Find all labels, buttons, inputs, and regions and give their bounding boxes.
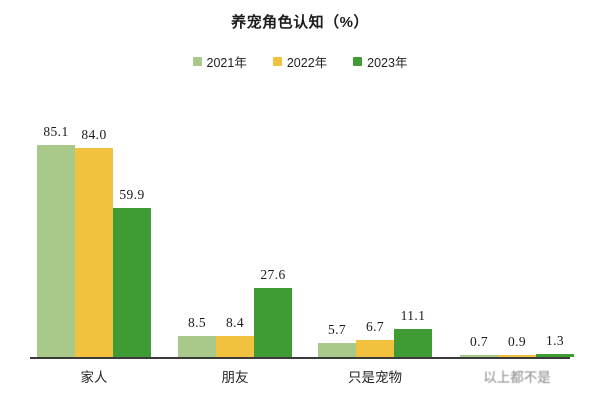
- bar-2-0: [318, 342, 356, 357]
- x-axis-category-label: 家人: [80, 370, 108, 385]
- bar-value-label: 6.7: [365, 319, 385, 335]
- bar-0-1: [75, 147, 113, 357]
- legend-swatch-icon: [353, 57, 363, 66]
- bar-3-1: [498, 354, 536, 357]
- bar-value-label: 5.7: [327, 321, 347, 337]
- legend-item-2021[interactable]: 2021年: [192, 52, 247, 71]
- bar-1-1: [216, 336, 254, 357]
- bar-0-2: [113, 207, 151, 357]
- legend-label: 2022年: [286, 56, 328, 70]
- legend-swatch-icon: [272, 57, 282, 66]
- legend-item-2022[interactable]: 2022年: [272, 52, 328, 71]
- legend-item-2023[interactable]: 2023年: [353, 52, 407, 71]
- legend-label: 2021年: [206, 56, 247, 70]
- bar-1-2: [254, 288, 292, 357]
- bar-value-label: 1.3: [545, 332, 565, 348]
- bar-0-0: [37, 145, 75, 357]
- bar-value-label: 27.6: [260, 267, 286, 283]
- bar-value-label: 85.1: [43, 124, 69, 139]
- bar-1-0: [178, 335, 216, 357]
- bar-value-label: 0.9: [507, 333, 527, 349]
- bar-value-label: 59.9: [119, 186, 145, 202]
- x-axis-category-label: 朋友: [221, 370, 249, 385]
- x-axis-category-label: 以上都不是: [483, 370, 551, 385]
- bar-2-1: [356, 340, 394, 357]
- bar-3-0: [460, 355, 498, 357]
- bar-2-2: [394, 329, 432, 357]
- bar-value-label: 11.1: [400, 308, 426, 324]
- chart-title: 养宠角色认知（%）: [231, 14, 369, 31]
- bar-value-label: 0.7: [469, 334, 489, 349]
- bar-value-label: 84.0: [81, 126, 107, 142]
- chart-legend: 2021年 2022年 2023年: [0, 52, 600, 71]
- bar-3-2: [536, 353, 574, 357]
- bar-value-label: 8.4: [225, 315, 245, 331]
- legend-swatch-icon: [192, 57, 202, 66]
- legend-label: 2023年: [367, 56, 408, 70]
- x-axis-line: [30, 357, 570, 359]
- x-axis-category-label: 只是宠物: [348, 370, 402, 385]
- bar-value-label: 8.5: [187, 314, 207, 330]
